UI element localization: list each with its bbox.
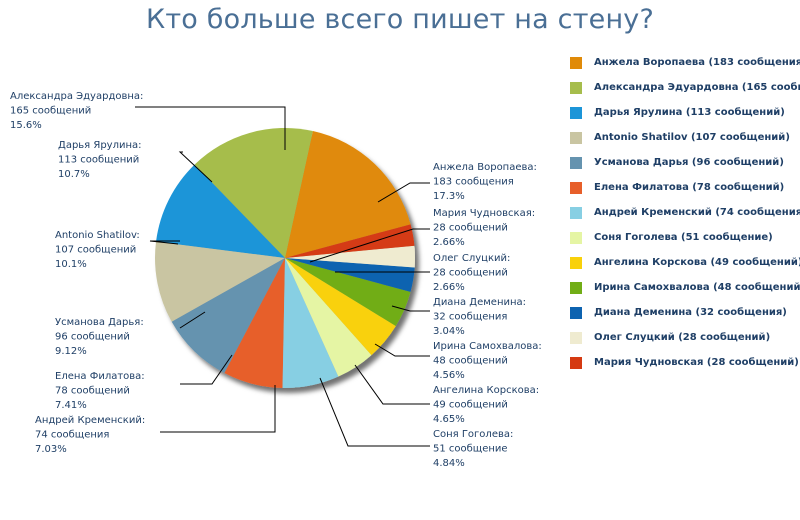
legend-swatch	[570, 106, 582, 119]
slice-label-andrey-kremenskiy: Андрей Кременский: 74 сообщения 7.03%	[35, 415, 145, 455]
pie-slice-anzhela-voropaeva	[285, 131, 411, 258]
pie-slice-irina-samohvalova	[285, 258, 411, 326]
legend-swatch	[570, 256, 582, 269]
slice-label-angelina-korskova: Ангелина Корскова: 49 сообщений 4.65%	[433, 385, 539, 425]
pie-slice-usmanova-darya	[171, 258, 285, 374]
legend-item-diana-demenina: Диана Деменина (32 сообщения)	[570, 300, 800, 325]
pie-slice-antonio-shatilov	[155, 241, 285, 322]
legend-item-oleg-slutskiy: Олег Слуцкий (28 сообщений)	[570, 325, 800, 350]
slice-label-sonya-gogoleva: Соня Гоголева: 51 сообщение 4.84%	[433, 429, 513, 469]
legend-label: Андрей Кременский (74 сообщения)	[594, 207, 800, 218]
legend-label: Мария Чудновская (28 сообщений)	[594, 357, 799, 368]
pie-slice-mariya-chudnovskaya	[285, 224, 415, 258]
slice-label-darya-yarulina: Дарья Ярулина: 113 сообщений 10.7%	[58, 140, 142, 180]
pie-slice-aleksandra-eduardovna	[194, 127, 313, 258]
slice-label-anzhela-voropaeva: Анжела Воропаева: 183 сообщения 17.3%	[433, 162, 537, 202]
pie-slice-sonya-gogoleva	[285, 258, 372, 377]
pie-slice-darya-yarulina	[156, 164, 285, 258]
leader-line-sonya-gogoleva	[319, 377, 430, 447]
legend-label: Елена Филатова (78 сообщений)	[594, 182, 785, 193]
legend-swatch	[570, 156, 582, 169]
legend: Анжела Воропаева (183 сообщения) Александ…	[570, 50, 800, 375]
slice-label-usmanova-darya: Усманова Дарья: 96 сообщений 9.12%	[55, 317, 144, 357]
legend-label: Диана Деменина (32 сообщения)	[594, 307, 787, 318]
leader-line-diana-demenina	[391, 305, 430, 312]
leader-line-usmanova-darya	[179, 311, 206, 329]
legend-item-usmanova-darya: Усманова Дарья (96 сообщений)	[570, 150, 800, 175]
legend-swatch	[570, 306, 582, 319]
legend-item-anzhela-voropaeva: Анжела Воропаева (183 сообщения)	[570, 50, 800, 75]
legend-swatch	[570, 281, 582, 294]
leader-line-andrey-kremenskiy	[160, 385, 276, 433]
slice-label-antonio-shatilov: Antonio Shatilov: 107 сообщений 10.1%	[55, 230, 140, 270]
leader-line-elena-filatova	[180, 354, 233, 385]
legend-swatch	[570, 231, 582, 244]
legend-label: Усманова Дарья (96 сообщений)	[594, 157, 784, 168]
legend-label: Ангелина Корскова (49 сообщений)	[594, 257, 800, 268]
legend-item-mariya-chudnovskaya: Мария Чудновская (28 сообщений)	[570, 350, 800, 375]
pie-slices	[155, 127, 416, 389]
legend-label: Соня Гоголева (51 сообщение)	[594, 232, 773, 243]
legend-label: Анжела Воропаева (183 сообщения)	[594, 57, 800, 68]
leader-line-antonio-shatilov	[149, 240, 180, 245]
slice-label-diana-demenina: Диана Деменина: 32 сообщения 3.04%	[433, 297, 526, 337]
leader-line-darya-yarulina	[178, 151, 213, 183]
leader-line-aleksandra-eduardovna	[135, 106, 286, 150]
legend-item-elena-filatova: Елена Филатова (78 сообщений)	[570, 175, 800, 200]
slice-label-mariya-chudnovskaya: Мария Чудновская: 28 сообщений 2.66%	[433, 208, 535, 248]
legend-item-sonya-gogoleva: Соня Гоголева (51 сообщение)	[570, 225, 800, 250]
legend-item-aleksandra-eduardovna: Александра Эдуардовна (165 сообще	[570, 75, 800, 100]
slice-label-aleksandra-eduardovna: Александра Эдуардовна: 165 сообщений 15.6%	[10, 91, 143, 131]
legend-label: Дарья Ярулина (113 сообщений)	[594, 107, 785, 118]
legend-item-angelina-korskova: Ангелина Корскова (49 сообщений)	[570, 250, 800, 275]
legend-label: Олег Слуцкий (28 сообщений)	[594, 332, 771, 343]
slice-labels: Анжела Воропаева: 183 сообщения 17.3% Алекс…	[10, 91, 542, 469]
pie-slice-andrey-kremenskiy	[282, 258, 339, 389]
leader-line-irina-samohvalova	[374, 343, 430, 357]
legend-swatch	[570, 206, 582, 219]
legend-swatch	[570, 81, 582, 94]
slice-label-elena-filatova: Елена Филатова: 78 сообщений 7.41%	[55, 371, 145, 411]
legend-label: Ирина Самохвалова (48 сообщений)	[594, 282, 800, 293]
pie-slice-diana-demenina	[285, 258, 415, 292]
leader-lines	[135, 106, 430, 447]
slice-label-oleg-slutskiy: Олег Слуцкий: 28 сообщений 2.66%	[433, 253, 510, 293]
legend-swatch	[570, 331, 582, 344]
legend-swatch	[570, 181, 582, 194]
legend-item-darya-yarulina: Дарья Ярулина (113 сообщений)	[570, 100, 800, 125]
leader-line-angelina-korskova	[354, 364, 430, 405]
legend-item-irina-samohvalova: Ирина Самохвалова (48 сообщений)	[570, 275, 800, 300]
leader-line-mariya-chudnovskaya	[309, 228, 430, 263]
legend-label: Antonio Shatilov (107 сообщений)	[594, 132, 790, 143]
pie-slice-elena-filatova	[224, 258, 285, 388]
legend-swatch	[570, 56, 582, 69]
legend-label: Александра Эдуардовна (165 сообще	[594, 82, 800, 93]
legend-swatch	[570, 131, 582, 144]
pie-slice-angelina-korskova	[285, 258, 396, 356]
pie-slice-oleg-slutskiy	[285, 245, 416, 268]
slice-label-irina-samohvalova: Ирина Самохвалова: 48 сообщений 4.56%	[433, 341, 542, 381]
leader-line-anzhela-voropaeva	[377, 182, 430, 203]
legend-swatch	[570, 356, 582, 369]
chart-title: Кто больше всего пишет на стену?	[145, 4, 655, 35]
legend-item-andrey-kremenskiy: Андрей Кременский (74 сообщения)	[570, 200, 800, 225]
legend-item-antonio-shatilov: Antonio Shatilov (107 сообщений)	[570, 125, 800, 150]
